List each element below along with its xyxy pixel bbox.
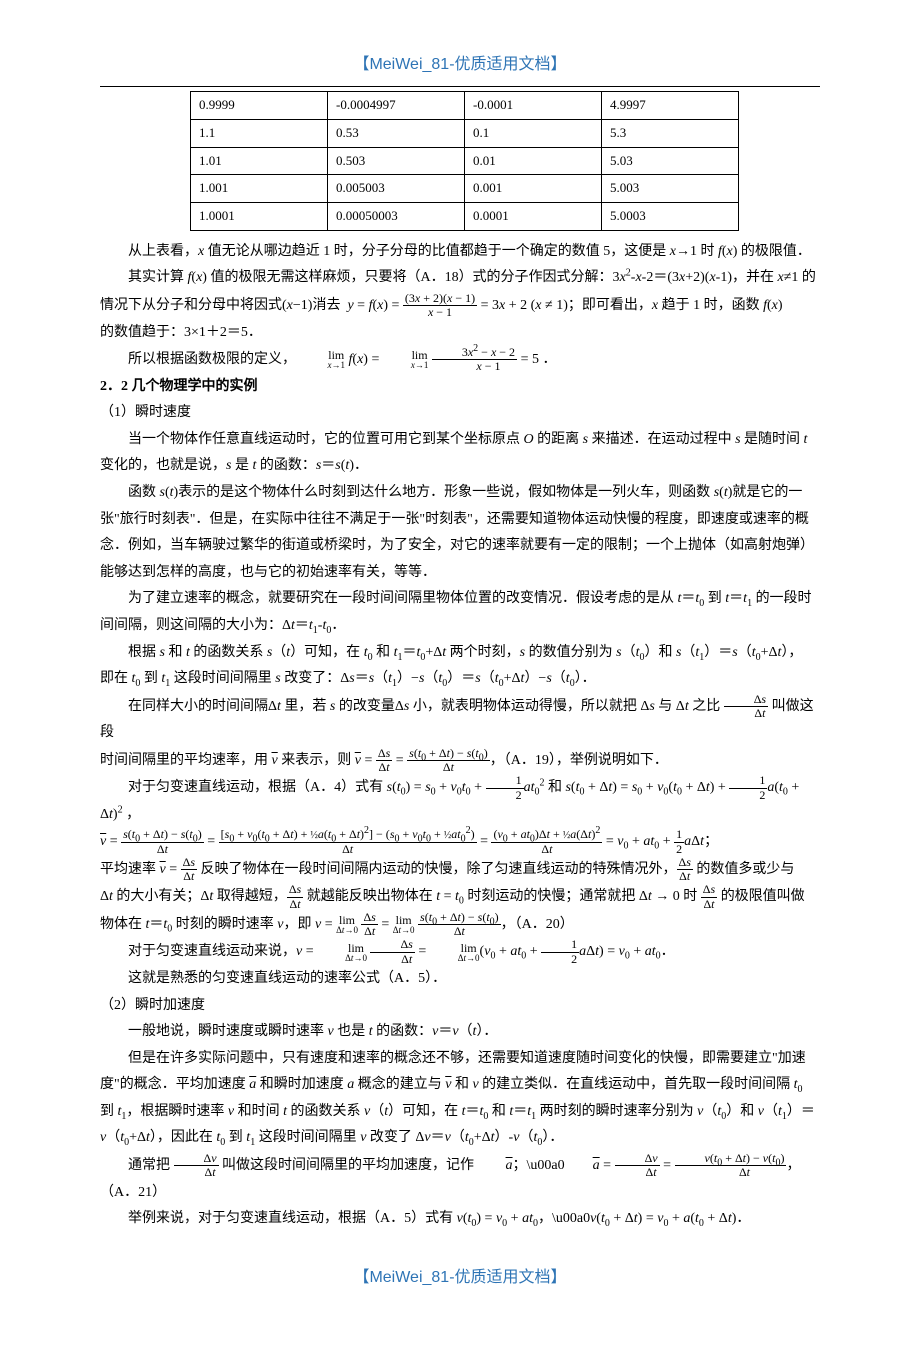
table-row: 1.10.530.15.3 xyxy=(191,120,739,148)
paragraph: 举例来说，对于匀变速直线运动，根据（A．5）式有 v(t0) = v0 + at… xyxy=(100,1206,820,1233)
paragraph: 但是在许多实际问题中，只有速度和速率的概念还不够，还需要知道速度随时间变化的快慢… xyxy=(100,1046,820,1073)
limit: limx→1 xyxy=(300,349,346,370)
paragraph: 间间隔，则这间隔的大小为：Δt＝t1-t0． xyxy=(100,613,820,640)
section-heading: 2．2 几个物理学中的实例 xyxy=(100,374,820,401)
paragraph: 对于匀变速直线运动来说，v = limΔt→0 ΔsΔt = limΔt→0(v… xyxy=(100,938,820,966)
paragraph: 通常把 ΔvΔt 叫做这段时间间隔里的平均加速度，记作 a；\u00a0a = … xyxy=(100,1152,820,1206)
paragraph: 其实计算 f(x) 值的极限无需这样麻烦，只要将（A．18）式的分子作因式分解：… xyxy=(100,265,820,292)
paragraph: v（t0+Δt），因此在 t0 到 t1 这段时间间隔里 v 改变了 Δv＝v（… xyxy=(100,1125,820,1152)
paragraph: 函数 s(t)表示的是这个物体什么时刻到达什么地方．形象一些说，假如物体是一列火… xyxy=(100,480,820,507)
paragraph: 对于匀变速直线运动，根据（A．4）式有 s(t0) = s0 + v0t0 + … xyxy=(100,774,820,828)
table-row: 1.0010.0050030.0015.003 xyxy=(191,175,739,203)
paragraph: 的数值趋于：3×1＋2＝5． xyxy=(100,320,820,347)
paragraph: 平均速率 v = ΔsΔt 反映了物体在一段时间间隔内运动的快慢，除了匀速直线运… xyxy=(100,856,820,884)
header-rule xyxy=(100,86,820,87)
paragraph: 所以根据函数极限的定义， limx→1 f(x) = limx→1 3x2 − … xyxy=(100,346,820,374)
paragraph: 物体在 t＝t0 时刻的瞬时速率 v，即 v = limΔt→0 ΔsΔt = … xyxy=(100,911,820,939)
paragraph: 为了建立速率的概念，就要研究在一段时间间隔里物体位置的改变情况．假设考虑的是从 … xyxy=(100,586,820,613)
paragraph: 从上表看，x 值无论从哪边趋近 1 时，分子分母的比值都趋于一个确定的数值 5，… xyxy=(100,239,820,266)
paragraph: 度"的概念．平均加速度 a 和瞬时加速度 a 概念的建立与 v 和 v 的建立类… xyxy=(100,1072,820,1099)
table-row: 1.00010.000500030.00015.0003 xyxy=(191,203,739,231)
paragraph: 情况下从分子和分母中将因式(x−1)消去 y = f(x) = (3x + 2)… xyxy=(100,292,820,320)
paragraph: 这就是熟悉的匀变速直线运动的速率公式（A．5）． xyxy=(100,966,820,993)
paragraph: 到 t1，根据瞬时速率 v 和时间 t 的函数关系 v（t）可知，在 t＝t0 … xyxy=(100,1099,820,1126)
paragraph: 根据 s 和 t 的函数关系 s（t）可知，在 t0 和 t1＝t0+Δt 两个… xyxy=(100,640,820,667)
paragraph: Δt 的大小有关；Δt 取得越短，ΔsΔt 就越能反映出物体在 t = t0 时… xyxy=(100,883,820,911)
equation: v = s(t0 + Δt) − s(t0)Δt = [s0 + v0(t0 +… xyxy=(100,828,820,856)
fraction: (3x + 2)(x − 1)x − 1 xyxy=(403,292,477,319)
subsection: （2）瞬时加速度 xyxy=(100,993,820,1020)
table-row: 0.9999-0.0004997-0.00014.9997 xyxy=(191,92,739,120)
paragraph: 在同样大小的时间间隔Δt 里，若 s 的改变量Δs 小，就表明物体运动得慢，所以… xyxy=(100,693,820,747)
paragraph: 张"旅行时刻表"．但是，在实际中往往不满足于一张"时刻表"，还需要知道物体运动快… xyxy=(100,507,820,587)
page-footer: 【MeiWei_81-优质适用文档】 xyxy=(100,1263,820,1293)
subsection: （1）瞬时速度 xyxy=(100,400,820,427)
paragraph: 变化的，也就是说，s 是 t 的函数：s＝s(t)． xyxy=(100,453,820,480)
paragraph: 当一个物体作任意直线运动时，它的位置可用它到某个坐标原点 O 的距离 s 来描述… xyxy=(100,427,820,454)
table-row: 1.010.5030.015.03 xyxy=(191,147,739,175)
page-header: 【MeiWei_81-优质适用文档】 xyxy=(100,50,820,80)
paragraph: 时间间隔里的平均速率，用 v 来表示，则 v = ΔsΔt = s(t0 + Δ… xyxy=(100,747,820,775)
paragraph: 即在 t0 到 t1 这段时间间隔里 s 改变了：Δs＝s（t1）−s（t0）＝… xyxy=(100,666,820,693)
data-table: 0.9999-0.0004997-0.00014.9997 1.10.530.1… xyxy=(190,91,739,230)
paragraph: 一般地说，瞬时速度或瞬时速率 v 也是 t 的函数：v＝v（t）． xyxy=(100,1019,820,1046)
